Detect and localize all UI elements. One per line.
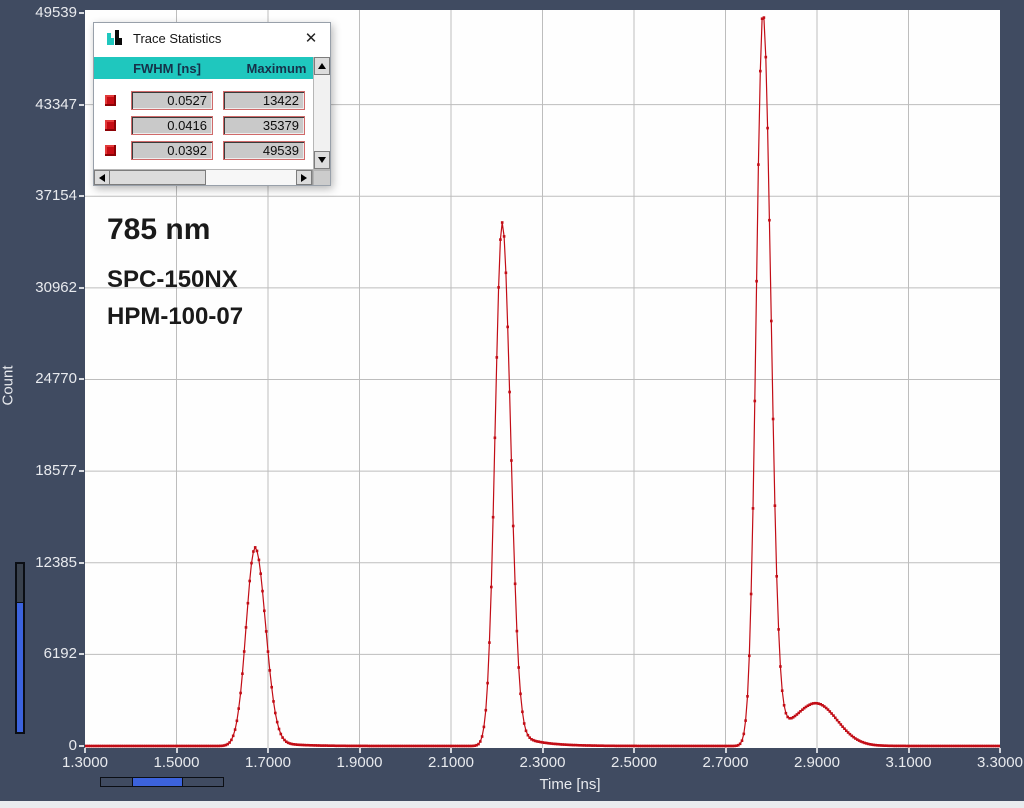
stats-table-rows: 0.0527 13422 0.0416 35379 0.0392 49539	[94, 79, 313, 169]
annotation-wavelength: 785 nm	[107, 213, 211, 246]
x-tick-mark	[724, 748, 727, 753]
y-tick-label: 18577	[35, 462, 77, 480]
resize-grip[interactable]	[312, 170, 330, 185]
fwhm-value: 0.0416	[131, 116, 213, 135]
trace-curve-svg	[85, 10, 1000, 748]
scroll-down-button[interactable]	[314, 151, 330, 169]
x-tick-mark	[267, 748, 269, 753]
trace-color-swatch[interactable]	[105, 95, 116, 106]
x-tick-mark	[816, 748, 818, 753]
x-tick-mark	[999, 748, 1001, 753]
y-tick-mark	[79, 12, 84, 14]
horizontal-slider-left-segment[interactable]	[101, 778, 133, 786]
maximum-value: 35379	[223, 116, 305, 135]
x-tick-label: 2.9000	[794, 754, 840, 771]
vertical-range-slider-fill[interactable]	[17, 602, 23, 732]
y-tick-label: 37154	[35, 187, 77, 205]
scroll-up-button[interactable]	[314, 57, 330, 75]
scroll-up-icon	[318, 63, 326, 69]
y-tick-mark	[79, 470, 84, 473]
y-tick-label: 24770	[35, 370, 77, 388]
stats-table-row: 0.0392 49539	[105, 138, 313, 163]
x-tick-label: 2.5000	[611, 754, 657, 771]
horizontal-slider-thumb[interactable]	[133, 778, 183, 786]
scroll-right-icon	[301, 173, 307, 182]
y-tick-mark	[79, 745, 84, 747]
trace-color-swatch[interactable]	[105, 120, 116, 131]
y-tick-mark	[79, 103, 84, 106]
stats-table-row: 0.0416 35379	[105, 113, 313, 138]
x-tick-mark	[907, 748, 910, 753]
y-tick-mark	[79, 378, 84, 381]
x-tick-mark	[84, 748, 86, 753]
annotation-detector: HPM-100-07	[107, 303, 244, 330]
stats-table-header: FWHM [ns] Maximum	[94, 57, 313, 79]
x-tick-label: 1.7000	[245, 754, 291, 771]
stats-vertical-scrollbar[interactable]	[313, 57, 330, 169]
stats-table-row: 0.0527 13422	[105, 88, 313, 113]
y-tick-mark	[79, 653, 84, 656]
maximum-value: 49539	[223, 141, 305, 160]
x-tick-mark	[450, 748, 452, 753]
x-tick-label: 2.3000	[519, 754, 566, 771]
horizontal-range-slider[interactable]	[100, 777, 224, 787]
trace-statistics-window: Trace Statistics ✕ FWHM [ns] Maximum 0.0…	[93, 22, 331, 186]
fwhm-value: 0.0392	[131, 141, 213, 160]
y-tick-label: 12385	[35, 553, 77, 571]
y-tick-mark	[79, 286, 84, 289]
x-tick-label: 1.9000	[336, 754, 383, 771]
trace-statistics-title: Trace Statistics	[133, 30, 222, 46]
x-tick-mark	[541, 748, 544, 753]
y-tick-label: 0	[68, 737, 77, 754]
column-header-maximum: Maximum	[246, 60, 307, 76]
vertical-range-slider[interactable]	[15, 562, 25, 734]
scroll-left-button[interactable]	[94, 170, 110, 185]
y-tick-label: 49539	[35, 4, 77, 21]
stats-horizontal-scrollbar[interactable]	[94, 169, 330, 185]
x-axis-title: Time [ns]	[539, 776, 601, 793]
fwhm-value: 0.0527	[131, 91, 213, 110]
x-tick-mark	[358, 748, 361, 753]
y-tick-label: 6192	[43, 645, 77, 663]
x-tick-label: 3.3000	[977, 754, 1023, 771]
trace-color-swatch[interactable]	[105, 145, 116, 156]
x-tick-mark	[175, 748, 178, 753]
y-tick-mark	[79, 195, 84, 198]
close-button[interactable]: ✕	[300, 27, 322, 49]
x-tick-label: 2.7000	[702, 754, 749, 771]
vertical-scroll-track[interactable]	[314, 75, 330, 151]
y-tick-label: 43347	[35, 95, 77, 113]
scroll-down-icon	[318, 157, 326, 163]
horizontal-slider-right-segment[interactable]	[183, 778, 223, 786]
maximum-value: 13422	[223, 91, 305, 110]
x-tick-mark	[633, 748, 635, 753]
scroll-left-icon	[99, 173, 105, 182]
annotation-module: SPC-150NX	[107, 266, 238, 293]
trace-statistics-titlebar[interactable]: Trace Statistics ✕	[94, 23, 330, 53]
y-axis-title: Count	[0, 365, 17, 406]
x-tick-label: 2.1000	[428, 754, 474, 771]
horizontal-scroll-thumb[interactable]	[110, 170, 206, 185]
scroll-right-button[interactable]	[296, 170, 312, 185]
x-tick-label: 1.3000	[62, 754, 108, 771]
x-tick-label: 3.1000	[885, 754, 932, 771]
x-tick-label: 1.5000	[153, 754, 200, 771]
y-tick-mark	[79, 561, 84, 564]
column-header-fwhm: FWHM [ns]	[133, 60, 201, 76]
horizontal-scroll-track[interactable]	[206, 170, 296, 185]
window-bottom-edge	[0, 801, 1024, 808]
y-tick-label: 30962	[35, 278, 77, 296]
bh-logo-icon	[107, 30, 122, 45]
